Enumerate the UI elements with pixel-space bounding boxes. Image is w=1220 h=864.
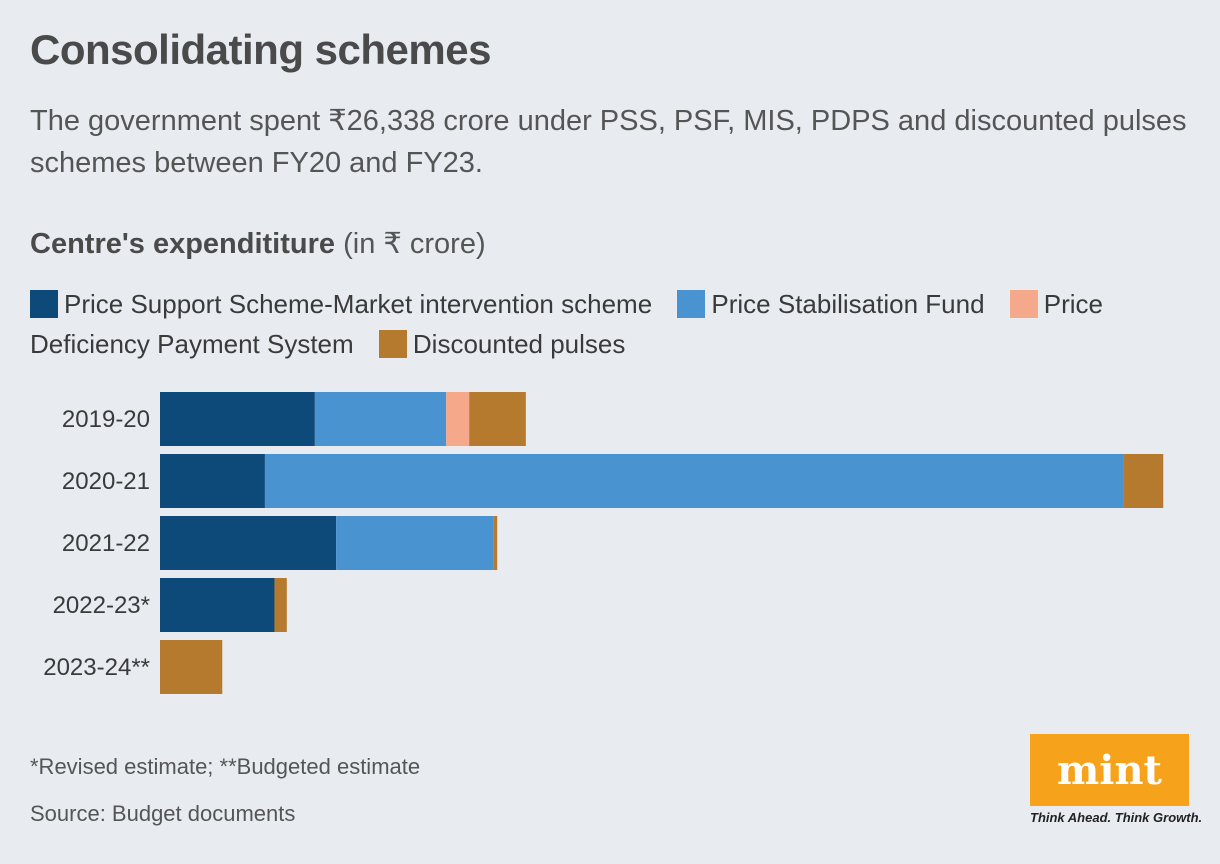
bar-segment-2 (446, 392, 470, 446)
category-label: 2023-24** (43, 654, 150, 681)
page-title: Consolidating schemes (30, 26, 491, 73)
legend-swatch (30, 290, 58, 318)
chart-heading: Centre's expendititure (in ₹ crore) (30, 226, 486, 261)
legend-label: Price Support Scheme-Market intervention… (64, 289, 653, 319)
stacked-bar-chart: 2019-20 2020-21 2021-22 2022-23* 2023-24** (43, 392, 1164, 694)
chart-heading-label: Centre's expendititure (30, 228, 336, 260)
source-note: Source: Budget documents (30, 801, 296, 826)
bar-segment-3 (274, 578, 287, 632)
bar-segment-0 (160, 516, 337, 570)
bar-segment-1 (336, 516, 494, 570)
bar-segment-3 (493, 516, 498, 570)
chart-heading-unit: (in ₹ crore) (343, 228, 486, 260)
legend-label: Discounted pulses (412, 329, 626, 359)
legend-swatch (378, 330, 407, 358)
legend-item-pdps: Price Deficiency Payment System (30, 289, 1103, 359)
category-label: 2022-23* (53, 592, 150, 619)
footnote: *Revised estimate; **Budgeted estimate (30, 754, 421, 779)
bar-segment-1 (314, 392, 447, 446)
category-label: 2021-22 (62, 530, 150, 557)
legend-item-psf: Price Stabilisation Fund (677, 289, 985, 319)
bar-segment-1 (264, 454, 1124, 508)
mint-logo: mint (1030, 734, 1189, 806)
legend-item-discounted-pulses: Discounted pulses (378, 329, 626, 359)
chart-legend: Price Support Scheme-Market intervention… (30, 284, 1200, 364)
bar-segment-0 (160, 578, 275, 632)
legend-item-pss-mis: Price Support Scheme-Market intervention… (30, 289, 652, 319)
category-label: 2019-20 (62, 406, 150, 433)
legend-label: Price Stabilisation Fund (711, 289, 985, 319)
legend-label: Price Deficiency Payment System (30, 289, 1104, 359)
page-subtitle: The government spent ₹26,338 crore under… (30, 105, 1187, 179)
category-label: 2020-21 (62, 468, 150, 495)
bar-segment-3 (469, 392, 526, 446)
bar-segment-3 (1123, 454, 1164, 508)
bar-segment-3 (160, 640, 223, 694)
bar-segment-0 (160, 454, 265, 508)
bar-segment-0 (160, 392, 315, 446)
legend-swatch (1009, 290, 1038, 318)
legend-swatch (677, 290, 706, 318)
logo-tagline: Think Ahead. Think Growth. (1030, 810, 1203, 825)
